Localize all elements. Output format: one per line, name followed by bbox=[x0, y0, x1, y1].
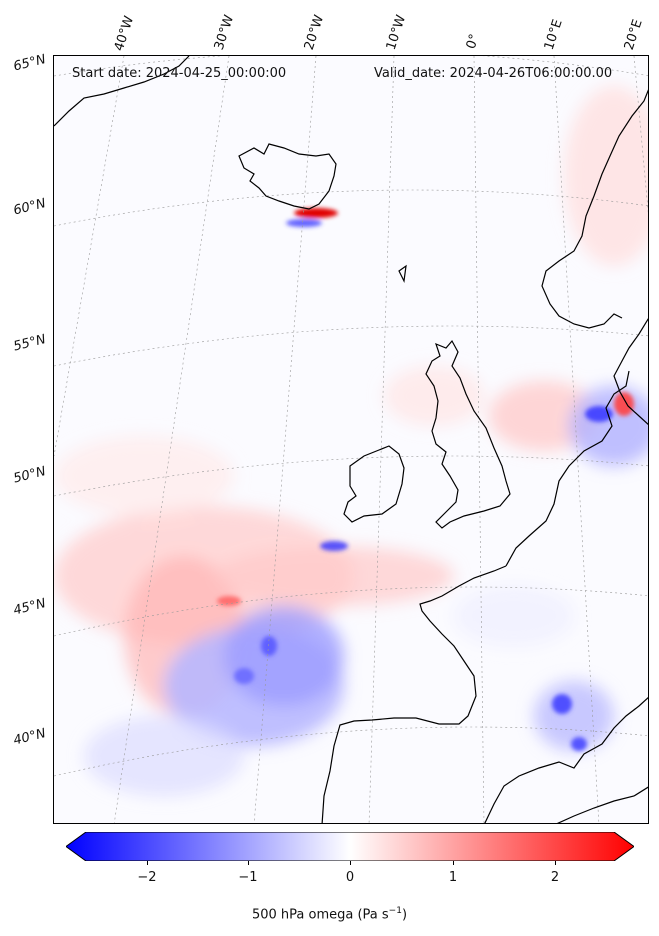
colorbar bbox=[66, 832, 634, 861]
colorbar-tickmark bbox=[350, 861, 351, 865]
lon-label-10w: 10°W bbox=[383, 13, 410, 52]
colorbar-label-exponent: −1 bbox=[388, 906, 402, 916]
colorbar-tick-label: 1 bbox=[448, 870, 458, 885]
omega-shading bbox=[54, 86, 648, 796]
colorbar-tick-label: 0 bbox=[345, 870, 355, 885]
lat-label-60n: 60°N bbox=[12, 196, 48, 219]
graticule bbox=[54, 56, 648, 823]
valid-date-label: Valid_date: 2024-04-26T06:00:00.00 bbox=[374, 66, 613, 81]
lat-label-55n: 55°N bbox=[12, 332, 48, 355]
colorbar-tickmark bbox=[555, 861, 556, 865]
colorbar-tick-label: 2 bbox=[550, 870, 560, 885]
lon-label-20e: 20°E bbox=[621, 17, 646, 52]
lon-label-20w: 20°W bbox=[301, 13, 328, 52]
lon-label-0: 0° bbox=[463, 32, 483, 51]
omega-field bbox=[54, 56, 648, 823]
coastlines bbox=[54, 56, 648, 823]
colorbar-label-text: 500 hPa omega (Pa s bbox=[251, 907, 389, 923]
colorbar-tick-label: −1 bbox=[238, 870, 258, 885]
lat-label-40n: 40°N bbox=[12, 726, 48, 749]
lat-label-50n: 50°N bbox=[12, 464, 48, 487]
map-panel bbox=[53, 55, 649, 824]
colorbar-label: 500 hPa omega (Pa s−1) bbox=[0, 906, 659, 922]
start-date-label: Start date: 2024-04-25_00:00:00 bbox=[72, 66, 287, 81]
lon-label-30w: 30°W bbox=[211, 13, 238, 52]
colorbar-tickmark bbox=[248, 861, 249, 865]
lat-label-65n: 65°N bbox=[12, 52, 48, 75]
lon-label-10e: 10°E bbox=[541, 17, 566, 52]
lat-label-45n: 45°N bbox=[12, 596, 48, 619]
colorbar-tick-label: −2 bbox=[137, 870, 157, 885]
omega-detail bbox=[217, 208, 634, 751]
lon-label-40w: 40°W bbox=[111, 14, 138, 53]
colorbar-tickmark bbox=[147, 861, 148, 865]
colorbar-label-close: ) bbox=[401, 907, 408, 923]
colorbar-tickmark bbox=[453, 861, 454, 865]
